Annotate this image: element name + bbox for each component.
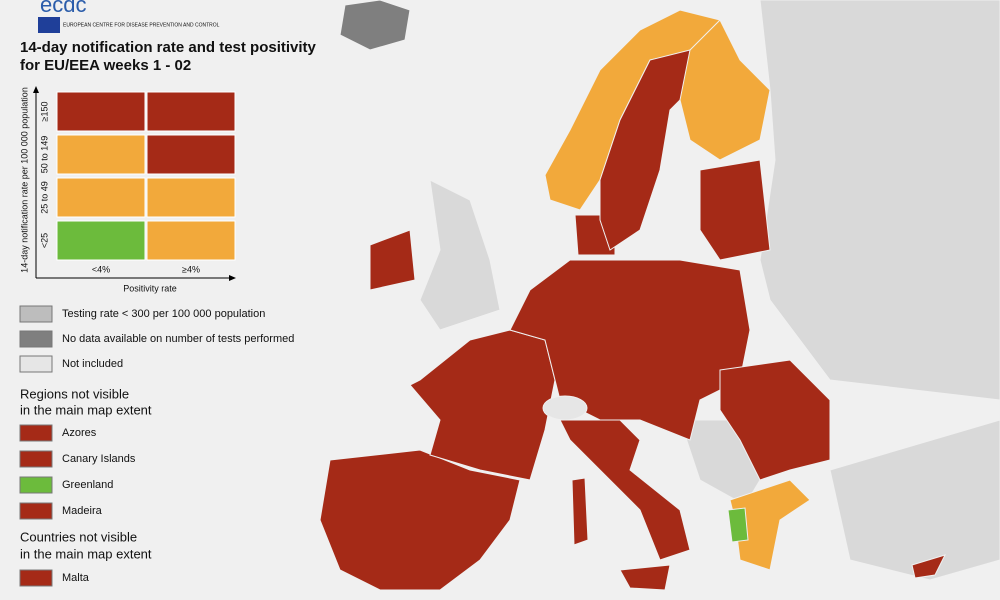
row-label: 50 to 149 (39, 136, 49, 174)
matrix-cell (56, 220, 146, 261)
section-title: in the main map extent (20, 402, 152, 417)
iberia (319, 449, 521, 591)
ireland (369, 229, 416, 291)
arrow (229, 275, 236, 281)
italy (559, 419, 691, 561)
legend-swatch (19, 502, 53, 520)
non-eu-land (759, 0, 1000, 401)
legend-swatch (19, 450, 53, 468)
column-label: ≥4% (182, 264, 200, 274)
finland (679, 19, 771, 161)
legend-label: Azores (62, 427, 97, 439)
baltics (699, 159, 771, 261)
sardinia (571, 477, 589, 546)
matrix-cell (56, 134, 146, 175)
legend-label: No data available on number of tests per… (62, 333, 294, 345)
eu-flag (38, 17, 60, 33)
legend-swatch (19, 355, 53, 373)
switzerland (542, 395, 588, 421)
title: for EU/EEA weeks 1 - 02 (20, 57, 191, 74)
x-axis-label: Positivity rate (123, 283, 177, 293)
matrix-cell (146, 220, 236, 261)
legend-label: Canary Islands (62, 453, 136, 465)
section-title: in the main map extent (20, 546, 152, 561)
france (409, 329, 556, 481)
row-label: ≥150 (39, 102, 49, 122)
united-kingdom (419, 179, 501, 331)
matrix-cell (146, 177, 236, 218)
cyprus (911, 554, 946, 579)
logo: ecdc (40, 0, 86, 17)
matrix-cell (146, 91, 236, 132)
row-label: <25 (39, 233, 49, 248)
non-eu-land (829, 419, 1000, 581)
legend-swatch (19, 476, 53, 494)
sweden (599, 49, 701, 251)
y-axis-label: 14-day notification rate per 100 000 pop… (19, 87, 29, 273)
legend-label: Madeira (62, 505, 103, 517)
matrix-cell (56, 91, 146, 132)
legend-label: Testing rate < 300 per 100 000 populatio… (62, 308, 265, 320)
arrow (33, 86, 39, 93)
matrix-cell (56, 177, 146, 218)
title: 14-day notification rate and test positi… (20, 39, 317, 56)
logo-subtitle: EUROPEAN CENTRE FOR DISEASE PREVENTION A… (63, 22, 220, 28)
matrix-cell (146, 134, 236, 175)
legend-label: Greenland (62, 479, 113, 491)
legend-label: Not included (62, 358, 123, 370)
map-shapes (319, 0, 1000, 591)
row-label: 25 to 49 (39, 181, 49, 214)
legend: 14-day notification rate and test positi… (19, 39, 317, 587)
romania-bulgaria (719, 359, 831, 481)
legend-swatch (19, 305, 53, 323)
legend-label: Malta (62, 572, 90, 584)
sicily (619, 564, 671, 591)
iceland (339, 0, 411, 51)
albania (727, 507, 749, 543)
legend-swatch (19, 330, 53, 348)
section-title: Countries not visible (20, 529, 137, 544)
legend-swatch (19, 569, 53, 587)
section-title: Regions not visible (20, 386, 129, 401)
legend-swatch (19, 424, 53, 442)
column-label: <4% (92, 264, 110, 274)
